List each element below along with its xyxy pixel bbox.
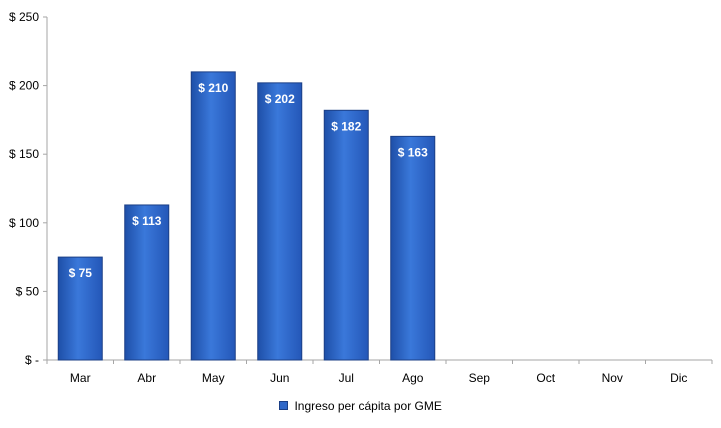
x-tick-label: Mar bbox=[70, 371, 91, 385]
legend: Ingreso per cápita por GME bbox=[0, 398, 721, 413]
y-tick-label: $ 200 bbox=[9, 79, 39, 93]
bar bbox=[257, 82, 303, 361]
x-tick-label: Abr bbox=[137, 371, 156, 385]
x-tick-label: Nov bbox=[602, 371, 623, 385]
data-label: $ 210 bbox=[198, 81, 228, 95]
data-label: $ 113 bbox=[132, 214, 162, 228]
y-tick-label: $ - bbox=[25, 353, 39, 367]
data-label: $ 75 bbox=[69, 266, 93, 280]
legend-label: Ingreso per cápita por GME bbox=[294, 398, 442, 413]
x-tick-label: May bbox=[202, 371, 225, 385]
bar bbox=[390, 135, 436, 361]
bar bbox=[124, 204, 170, 361]
bar bbox=[323, 109, 369, 361]
x-tick-label: Jul bbox=[339, 371, 354, 385]
bar bbox=[190, 71, 236, 361]
data-label: $ 182 bbox=[331, 119, 361, 133]
y-tick-label: $ 100 bbox=[9, 216, 39, 230]
x-tick-label: Dic bbox=[670, 371, 687, 385]
bar-chart: $ - $ 50 $ 100 $ 150 $ 200 $ 250 Mar Abr May Jun J… bbox=[9, 10, 713, 385]
y-tick-label: $ 50 bbox=[16, 284, 40, 298]
data-label: $ 163 bbox=[398, 145, 428, 159]
x-tick-label: Oct bbox=[536, 371, 555, 385]
y-tick-label: $ 250 bbox=[9, 10, 39, 24]
bar bbox=[57, 256, 103, 361]
data-label: $ 202 bbox=[265, 92, 295, 106]
legend-swatch bbox=[279, 401, 289, 411]
x-tick-label: Jun bbox=[270, 371, 289, 385]
x-tick-label: Sep bbox=[469, 371, 491, 385]
y-tick-label: $ 150 bbox=[9, 147, 39, 161]
x-tick-label: Ago bbox=[402, 371, 424, 385]
